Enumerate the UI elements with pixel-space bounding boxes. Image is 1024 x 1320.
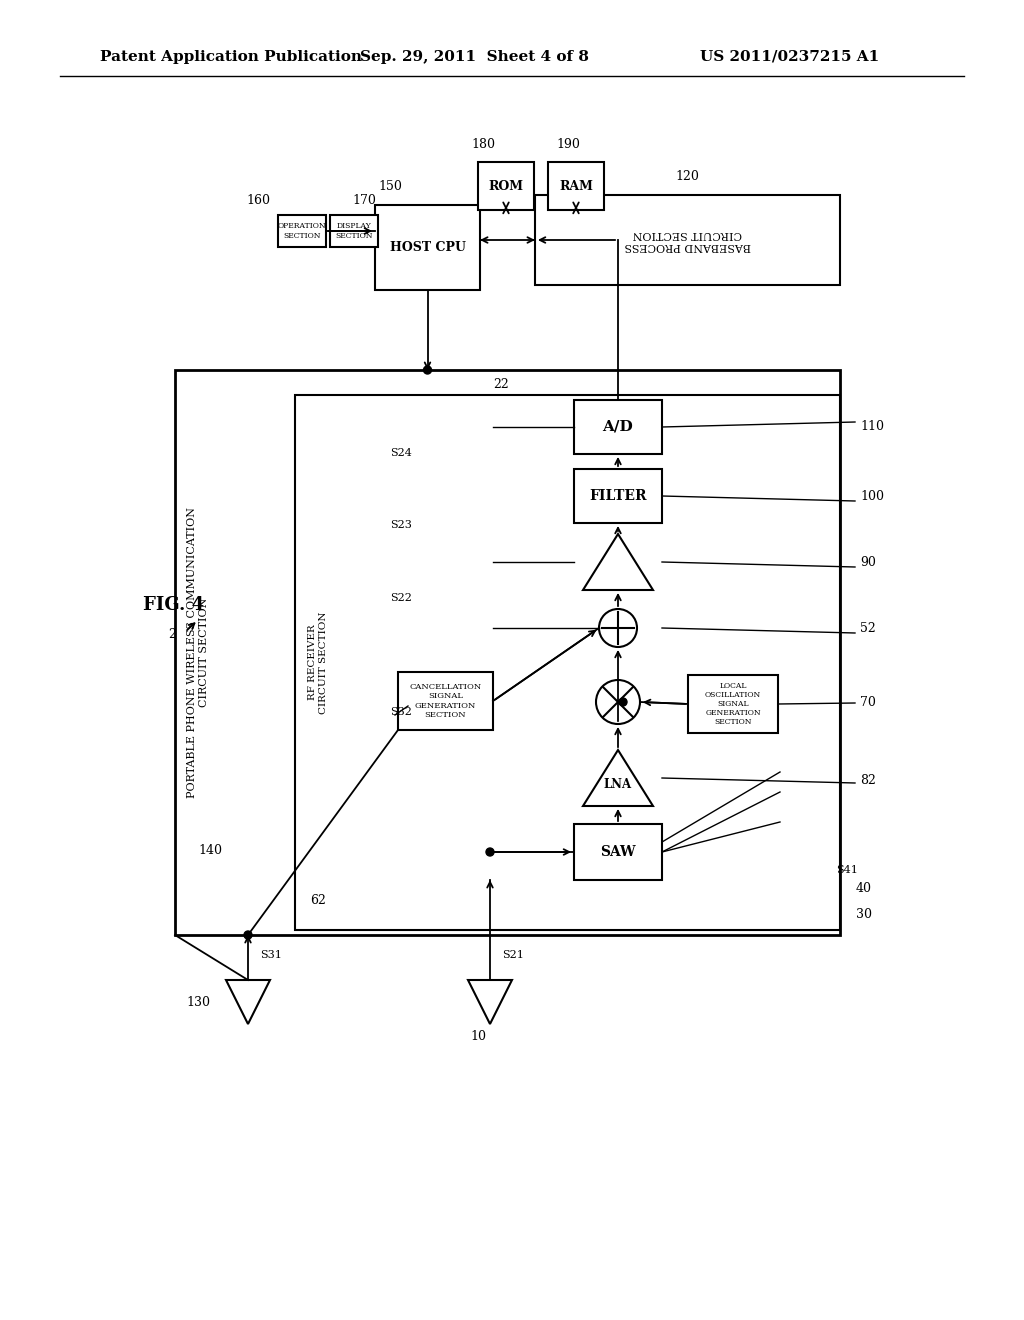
- Text: 70: 70: [860, 697, 876, 710]
- Text: S24: S24: [390, 447, 412, 458]
- Text: 62: 62: [310, 894, 326, 907]
- Text: 30: 30: [856, 908, 872, 921]
- Bar: [548, 162, 604, 210]
- Bar: [535, 195, 840, 285]
- Circle shape: [424, 366, 431, 374]
- Text: DISPLAY
SECTION: DISPLAY SECTION: [335, 222, 373, 240]
- Text: 82: 82: [860, 774, 876, 787]
- Text: 130: 130: [186, 995, 210, 1008]
- Text: 90: 90: [860, 556, 876, 569]
- Bar: [688, 675, 778, 733]
- Bar: [175, 370, 840, 935]
- Text: 120: 120: [676, 170, 699, 183]
- Text: CANCELLATION
SIGNAL
GENERATION
SECTION: CANCELLATION SIGNAL GENERATION SECTION: [410, 684, 481, 719]
- Text: 170: 170: [352, 194, 376, 206]
- Text: S31: S31: [260, 950, 282, 960]
- Text: ROM: ROM: [488, 180, 523, 193]
- Bar: [398, 672, 493, 730]
- Text: Patent Application Publication: Patent Application Publication: [100, 50, 362, 63]
- Text: RAM: RAM: [559, 180, 593, 193]
- Bar: [574, 824, 662, 880]
- Text: S22: S22: [390, 593, 412, 603]
- Text: 22: 22: [493, 379, 509, 392]
- Circle shape: [618, 698, 627, 706]
- Text: US 2011/0237215 A1: US 2011/0237215 A1: [700, 50, 880, 63]
- Text: RF RECEIVER
CIRCUIT SECTION: RF RECEIVER CIRCUIT SECTION: [308, 611, 328, 714]
- Bar: [574, 400, 662, 454]
- Text: FILTER: FILTER: [589, 488, 647, 503]
- Text: LNA: LNA: [604, 777, 632, 791]
- Bar: [478, 162, 534, 210]
- Text: 150: 150: [378, 181, 402, 194]
- Text: 190: 190: [556, 137, 580, 150]
- Text: FIG. 4: FIG. 4: [143, 597, 204, 614]
- Text: BASEBAND PROCESS
CIRCUIT SECTION: BASEBAND PROCESS CIRCUIT SECTION: [625, 230, 751, 251]
- Text: 160: 160: [246, 194, 270, 206]
- Bar: [295, 395, 840, 931]
- Text: S23: S23: [390, 520, 412, 531]
- Text: S32: S32: [390, 708, 412, 717]
- Text: SAW: SAW: [600, 845, 636, 859]
- Text: 52: 52: [860, 622, 876, 635]
- Circle shape: [486, 847, 494, 855]
- Circle shape: [244, 931, 252, 939]
- Text: 2: 2: [168, 628, 176, 642]
- Text: LOCAL
OSCILLATION
SIGNAL
GENERATION
SECTION: LOCAL OSCILLATION SIGNAL GENERATION SECT…: [705, 681, 761, 726]
- Text: 10: 10: [470, 1031, 486, 1044]
- Text: S21: S21: [502, 950, 524, 960]
- Bar: [574, 469, 662, 523]
- Bar: [375, 205, 480, 290]
- Bar: [278, 215, 326, 247]
- Text: 180: 180: [471, 137, 495, 150]
- Text: 100: 100: [860, 490, 884, 503]
- Bar: [330, 215, 378, 247]
- Text: 110: 110: [860, 421, 884, 433]
- Text: PORTABLE PHONE WIRELESS COMMUNICATION
CIRCUIT SECTION: PORTABLE PHONE WIRELESS COMMUNICATION CI…: [187, 507, 209, 799]
- Text: HOST CPU: HOST CPU: [389, 242, 466, 253]
- Text: 140: 140: [198, 843, 222, 857]
- Text: S41: S41: [836, 865, 858, 875]
- Text: OPERATION
SECTION: OPERATION SECTION: [278, 222, 327, 240]
- Text: 40: 40: [856, 882, 872, 895]
- Text: Sep. 29, 2011  Sheet 4 of 8: Sep. 29, 2011 Sheet 4 of 8: [360, 50, 589, 63]
- Text: A/D: A/D: [603, 420, 634, 434]
